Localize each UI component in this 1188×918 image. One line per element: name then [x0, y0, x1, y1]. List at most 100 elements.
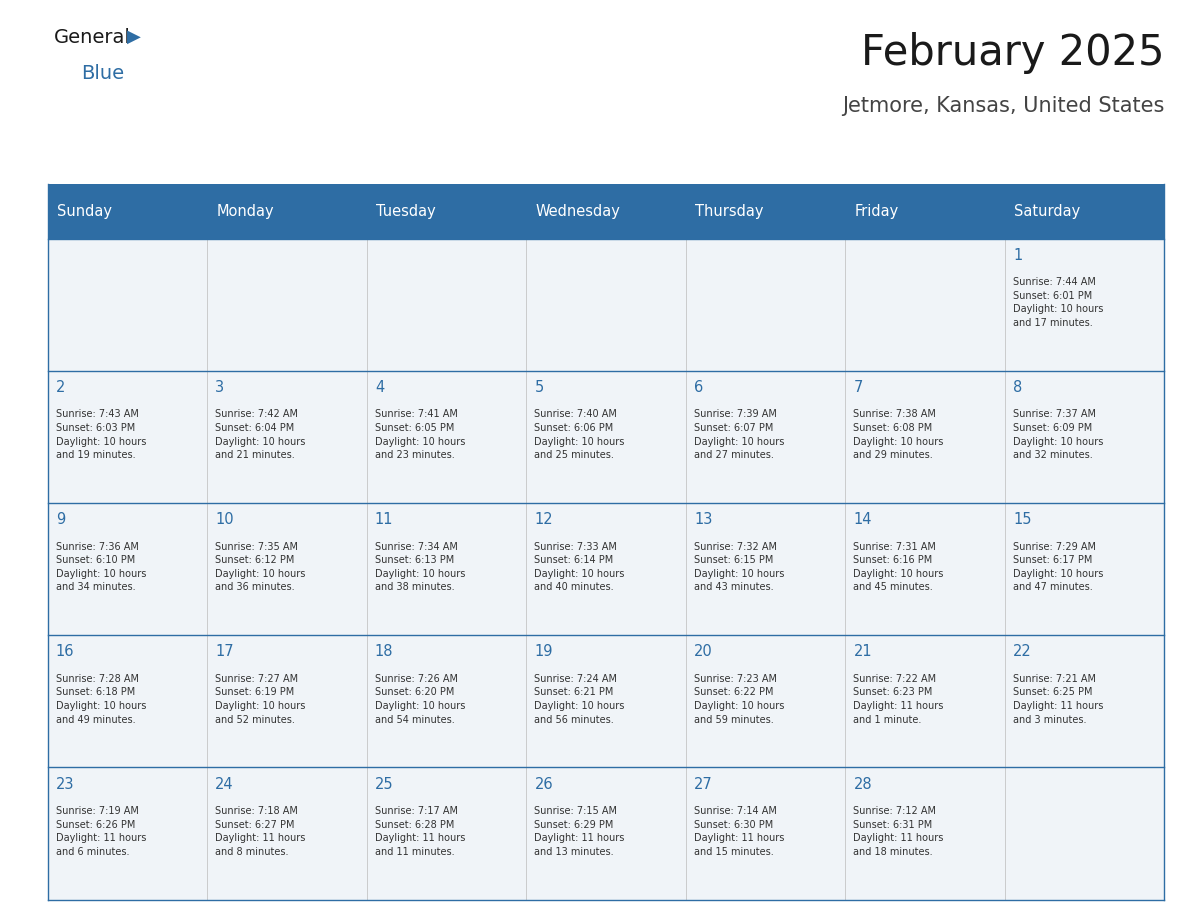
Bar — [685, 635, 845, 767]
Bar — [845, 767, 1005, 900]
Bar — [526, 503, 685, 635]
Bar — [685, 503, 845, 635]
Bar — [1005, 767, 1164, 900]
Text: Sunrise: 7:39 AM
Sunset: 6:07 PM
Daylight: 10 hours
and 27 minutes.: Sunrise: 7:39 AM Sunset: 6:07 PM Dayligh… — [694, 409, 784, 460]
Text: Sunrise: 7:32 AM
Sunset: 6:15 PM
Daylight: 10 hours
and 43 minutes.: Sunrise: 7:32 AM Sunset: 6:15 PM Dayligh… — [694, 542, 784, 592]
Text: Sunday: Sunday — [57, 204, 112, 218]
Text: 20: 20 — [694, 644, 713, 659]
Text: 5: 5 — [535, 380, 544, 395]
Text: 11: 11 — [375, 512, 393, 527]
Text: Sunrise: 7:19 AM
Sunset: 6:26 PM
Daylight: 11 hours
and 6 minutes.: Sunrise: 7:19 AM Sunset: 6:26 PM Dayligh… — [56, 806, 146, 856]
Bar — [845, 239, 1005, 371]
Text: 14: 14 — [853, 512, 872, 527]
Text: Sunrise: 7:33 AM
Sunset: 6:14 PM
Daylight: 10 hours
and 40 minutes.: Sunrise: 7:33 AM Sunset: 6:14 PM Dayligh… — [535, 542, 625, 592]
Bar — [207, 767, 367, 900]
Text: 26: 26 — [535, 777, 554, 791]
Bar — [207, 635, 367, 767]
Text: Sunrise: 7:27 AM
Sunset: 6:19 PM
Daylight: 10 hours
and 52 minutes.: Sunrise: 7:27 AM Sunset: 6:19 PM Dayligh… — [215, 674, 305, 724]
Bar — [367, 635, 526, 767]
Text: Sunrise: 7:40 AM
Sunset: 6:06 PM
Daylight: 10 hours
and 25 minutes.: Sunrise: 7:40 AM Sunset: 6:06 PM Dayligh… — [535, 409, 625, 460]
Bar — [48, 503, 207, 635]
Bar — [685, 767, 845, 900]
Text: Sunrise: 7:41 AM
Sunset: 6:05 PM
Daylight: 10 hours
and 23 minutes.: Sunrise: 7:41 AM Sunset: 6:05 PM Dayligh… — [375, 409, 466, 460]
Bar — [207, 371, 367, 503]
Text: Sunrise: 7:23 AM
Sunset: 6:22 PM
Daylight: 10 hours
and 59 minutes.: Sunrise: 7:23 AM Sunset: 6:22 PM Dayligh… — [694, 674, 784, 724]
Text: 1: 1 — [1013, 248, 1023, 263]
Text: Sunrise: 7:22 AM
Sunset: 6:23 PM
Daylight: 11 hours
and 1 minute.: Sunrise: 7:22 AM Sunset: 6:23 PM Dayligh… — [853, 674, 944, 724]
Bar — [367, 371, 526, 503]
Text: Blue: Blue — [81, 64, 124, 84]
Bar — [526, 239, 685, 371]
Text: Sunrise: 7:38 AM
Sunset: 6:08 PM
Daylight: 10 hours
and 29 minutes.: Sunrise: 7:38 AM Sunset: 6:08 PM Dayligh… — [853, 409, 944, 460]
Bar — [685, 239, 845, 371]
Text: 13: 13 — [694, 512, 713, 527]
Text: ▶: ▶ — [127, 28, 141, 46]
Bar — [207, 503, 367, 635]
Bar — [367, 503, 526, 635]
Text: Sunrise: 7:24 AM
Sunset: 6:21 PM
Daylight: 10 hours
and 56 minutes.: Sunrise: 7:24 AM Sunset: 6:21 PM Dayligh… — [535, 674, 625, 724]
Text: 6: 6 — [694, 380, 703, 395]
Text: 23: 23 — [56, 777, 75, 791]
Bar — [1005, 239, 1164, 371]
Text: 3: 3 — [215, 380, 225, 395]
Text: 28: 28 — [853, 777, 872, 791]
Bar — [685, 371, 845, 503]
Text: Sunrise: 7:31 AM
Sunset: 6:16 PM
Daylight: 10 hours
and 45 minutes.: Sunrise: 7:31 AM Sunset: 6:16 PM Dayligh… — [853, 542, 944, 592]
Text: 22: 22 — [1013, 644, 1031, 659]
Text: February 2025: February 2025 — [861, 32, 1164, 74]
Text: 2: 2 — [56, 380, 65, 395]
Bar — [526, 767, 685, 900]
Text: 25: 25 — [375, 777, 393, 791]
Text: Tuesday: Tuesday — [377, 204, 436, 218]
Text: Sunrise: 7:18 AM
Sunset: 6:27 PM
Daylight: 11 hours
and 8 minutes.: Sunrise: 7:18 AM Sunset: 6:27 PM Dayligh… — [215, 806, 305, 856]
Text: 17: 17 — [215, 644, 234, 659]
Text: General: General — [53, 28, 131, 47]
Text: 7: 7 — [853, 380, 862, 395]
Text: Sunrise: 7:12 AM
Sunset: 6:31 PM
Daylight: 11 hours
and 18 minutes.: Sunrise: 7:12 AM Sunset: 6:31 PM Dayligh… — [853, 806, 944, 856]
Text: 15: 15 — [1013, 512, 1031, 527]
Text: Jetmore, Kansas, United States: Jetmore, Kansas, United States — [842, 96, 1164, 117]
Text: 4: 4 — [375, 380, 384, 395]
Text: 27: 27 — [694, 777, 713, 791]
Text: Sunrise: 7:34 AM
Sunset: 6:13 PM
Daylight: 10 hours
and 38 minutes.: Sunrise: 7:34 AM Sunset: 6:13 PM Dayligh… — [375, 542, 466, 592]
Text: Sunrise: 7:15 AM
Sunset: 6:29 PM
Daylight: 11 hours
and 13 minutes.: Sunrise: 7:15 AM Sunset: 6:29 PM Dayligh… — [535, 806, 625, 856]
Text: 18: 18 — [375, 644, 393, 659]
Text: Sunrise: 7:35 AM
Sunset: 6:12 PM
Daylight: 10 hours
and 36 minutes.: Sunrise: 7:35 AM Sunset: 6:12 PM Dayligh… — [215, 542, 305, 592]
Text: Thursday: Thursday — [695, 204, 764, 218]
Text: Sunrise: 7:36 AM
Sunset: 6:10 PM
Daylight: 10 hours
and 34 minutes.: Sunrise: 7:36 AM Sunset: 6:10 PM Dayligh… — [56, 542, 146, 592]
Text: Saturday: Saturday — [1015, 204, 1080, 218]
Text: Wednesday: Wednesday — [536, 204, 620, 218]
Bar — [48, 767, 207, 900]
Text: Sunrise: 7:44 AM
Sunset: 6:01 PM
Daylight: 10 hours
and 17 minutes.: Sunrise: 7:44 AM Sunset: 6:01 PM Dayligh… — [1013, 277, 1104, 328]
Bar — [48, 635, 207, 767]
Text: 10: 10 — [215, 512, 234, 527]
Text: Sunrise: 7:29 AM
Sunset: 6:17 PM
Daylight: 10 hours
and 47 minutes.: Sunrise: 7:29 AM Sunset: 6:17 PM Dayligh… — [1013, 542, 1104, 592]
Text: Friday: Friday — [854, 204, 899, 218]
Bar — [48, 184, 1164, 239]
Bar — [845, 503, 1005, 635]
Bar — [367, 239, 526, 371]
Text: Sunrise: 7:14 AM
Sunset: 6:30 PM
Daylight: 11 hours
and 15 minutes.: Sunrise: 7:14 AM Sunset: 6:30 PM Dayligh… — [694, 806, 784, 856]
Text: 16: 16 — [56, 644, 75, 659]
Text: Sunrise: 7:43 AM
Sunset: 6:03 PM
Daylight: 10 hours
and 19 minutes.: Sunrise: 7:43 AM Sunset: 6:03 PM Dayligh… — [56, 409, 146, 460]
Text: Sunrise: 7:17 AM
Sunset: 6:28 PM
Daylight: 11 hours
and 11 minutes.: Sunrise: 7:17 AM Sunset: 6:28 PM Dayligh… — [375, 806, 466, 856]
Bar — [48, 371, 207, 503]
Bar — [845, 635, 1005, 767]
Text: 21: 21 — [853, 644, 872, 659]
Text: Sunrise: 7:28 AM
Sunset: 6:18 PM
Daylight: 10 hours
and 49 minutes.: Sunrise: 7:28 AM Sunset: 6:18 PM Dayligh… — [56, 674, 146, 724]
Bar — [367, 767, 526, 900]
Bar — [48, 239, 207, 371]
Text: Sunrise: 7:26 AM
Sunset: 6:20 PM
Daylight: 10 hours
and 54 minutes.: Sunrise: 7:26 AM Sunset: 6:20 PM Dayligh… — [375, 674, 466, 724]
Text: Sunrise: 7:21 AM
Sunset: 6:25 PM
Daylight: 11 hours
and 3 minutes.: Sunrise: 7:21 AM Sunset: 6:25 PM Dayligh… — [1013, 674, 1104, 724]
Bar — [526, 635, 685, 767]
Text: Sunrise: 7:42 AM
Sunset: 6:04 PM
Daylight: 10 hours
and 21 minutes.: Sunrise: 7:42 AM Sunset: 6:04 PM Dayligh… — [215, 409, 305, 460]
Text: 24: 24 — [215, 777, 234, 791]
Bar — [1005, 371, 1164, 503]
Text: 19: 19 — [535, 644, 552, 659]
Bar — [526, 371, 685, 503]
Bar — [1005, 503, 1164, 635]
Text: 9: 9 — [56, 512, 65, 527]
Bar — [845, 371, 1005, 503]
Text: 12: 12 — [535, 512, 554, 527]
Bar — [207, 239, 367, 371]
